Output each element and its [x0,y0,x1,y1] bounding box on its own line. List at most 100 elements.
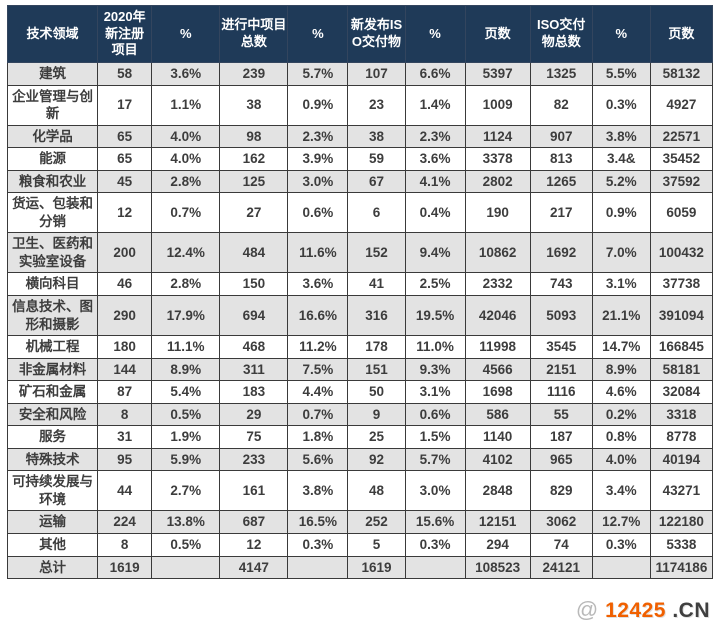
cell: 17 [97,84,153,126]
column-header-7: 页数 [464,5,531,63]
cell: 1174186 [649,555,714,580]
cell: 5093 [529,295,593,337]
cell: 2802 [464,169,531,194]
table-row: 其他 8 0.5% 12 0.3% 5 0.3% 294 74 0.3% 5338 [6,533,714,557]
cell: 813 [529,147,593,171]
cell: 50 [347,380,406,404]
cell: 9 [347,402,406,427]
cell: 162 [219,147,289,171]
cell: 7.0% [591,232,651,274]
cell: 743 [529,272,593,297]
cell: 252 [347,510,406,535]
table-row: 特殊技术 95 5.9% 233 5.6% 92 5.7% 4102 965 4.0% 40194 [6,447,714,472]
cell: 0.2% [591,402,651,427]
cell: 6059 [649,192,714,234]
cell: 2151 [529,357,593,382]
cell: 37592 [649,169,714,194]
cell: 0.6% [404,402,466,427]
cell: 14.7% [591,335,651,359]
table-body: 建筑 58 3.6% 239 5.7% 107 6.6% 5397 1325 5.5% 58132 企… [6,62,714,580]
row-label: 横向科目 [6,272,99,297]
cell: 6.6% [404,62,466,86]
iso-technical-fields-table: 技术领域 2020年新注册项目% 进行中项目总数% 新发布ISO交付物% 页数 ISO交付… [6,5,714,580]
cell: 152 [347,232,406,274]
cell: 8 [97,402,153,427]
cell: 1.1% [151,84,221,126]
cell: 1265 [529,169,593,194]
row-label: 服务 [6,425,99,449]
cell: 11998 [464,335,531,359]
cell: 32084 [649,380,714,404]
cell [151,555,221,580]
cell: 3062 [529,510,593,535]
cell: 3.4% [591,470,651,512]
cell: 16.5% [287,510,349,535]
cell: 13.8% [151,510,221,535]
cell: 4.4% [287,380,349,404]
cell: 1619 [97,555,153,580]
cell: 23 [347,84,406,126]
cell: 8.9% [151,357,221,382]
cell: 311 [219,357,289,382]
table-row: 货运、包装和分销 12 0.7% 27 0.6% 6 0.4% 190 217 0.9% 6059 [6,192,714,234]
table-header: 技术领域 2020年新注册项目% 进行中项目总数% 新发布ISO交付物% 页数 ISO交付… [6,5,714,63]
cell: 468 [219,335,289,359]
cell: 45 [97,169,153,194]
cell: 5.7% [287,62,349,86]
cell: 1325 [529,62,593,86]
cell: 48 [347,470,406,512]
cell: 0.7% [151,192,221,234]
cell: 0.3% [287,533,349,557]
column-header-0: 技术领域 [6,5,99,63]
row-label: 化学品 [6,124,99,149]
row-label: 非金属材料 [6,357,99,382]
cell: 43271 [649,470,714,512]
cell: 391094 [649,295,714,337]
cell: 5.4% [151,380,221,404]
table-row: 横向科目 46 2.8% 150 3.6% 41 2.5% 2332 743 3.1% 37738 [6,272,714,297]
cell: 907 [529,124,593,149]
row-label: 建筑 [6,62,99,86]
cell: 8778 [649,425,714,449]
cell: 4.0% [151,124,221,149]
cell: 3.4& [591,147,651,171]
cell: 8 [97,533,153,557]
cell: 3.9% [287,147,349,171]
cell: 2848 [464,470,531,512]
cell: 3.0% [287,169,349,194]
cell: 65 [97,147,153,171]
row-label: 可持续发展与环境 [6,470,99,512]
cell: 1.9% [151,425,221,449]
cell: 3318 [649,402,714,427]
cell: 58 [97,62,153,86]
cell: 108523 [464,555,531,580]
cell: 1.8% [287,425,349,449]
row-label: 能源 [6,147,99,171]
cell: 5338 [649,533,714,557]
cell: 3.6% [404,147,466,171]
cell: 178 [347,335,406,359]
cell: 38 [219,84,289,126]
cell: 0.8% [591,425,651,449]
cell [404,555,466,580]
cell: 1116 [529,380,593,404]
row-label: 卫生、医药和实验室设备 [6,232,99,274]
table-row: 矿石和金属 87 5.4% 183 4.4% 50 3.1% 1698 1116 4.6% 3208… [6,380,714,404]
table-row: 化学品 65 4.0% 98 2.3% 38 2.3% 1124 907 3.8% 22571 [6,124,714,149]
watermark-number: 12425 [605,599,666,622]
cell: 4147 [219,555,289,580]
cell: 144 [97,357,153,382]
table-row-total: 总计 1619 4147 1619 108523 24121 1174186 [6,555,714,580]
cell: 316 [347,295,406,337]
cell: 37738 [649,272,714,297]
row-label: 货运、包装和分销 [6,192,99,234]
cell: 3.8% [287,470,349,512]
column-header-5: 新发布ISO交付物 [347,5,406,63]
cell: 7.5% [287,357,349,382]
table-row: 非金属材料 144 8.9% 311 7.5% 151 9.3% 4566 2151 8.9% 58… [6,357,714,382]
cell: 40194 [649,447,714,472]
cell: 12.7% [591,510,651,535]
cell: 42046 [464,295,531,337]
cell: 8.9% [591,357,651,382]
cell: 187 [529,425,593,449]
